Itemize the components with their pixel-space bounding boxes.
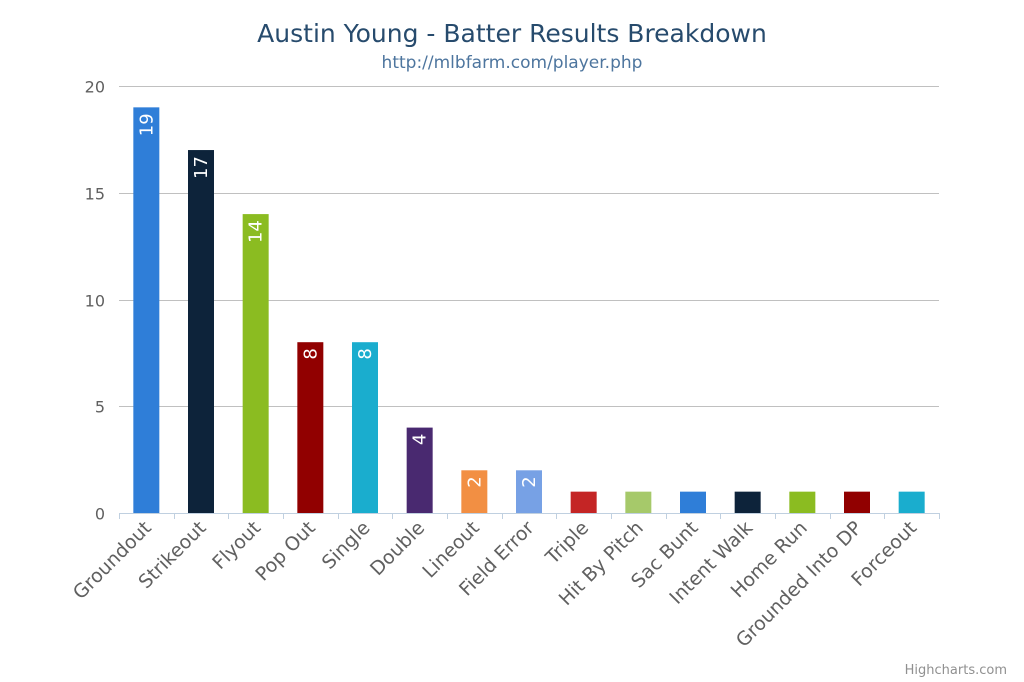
x-tick-label: Groundout xyxy=(69,517,156,604)
bar-series: 19 17 14 8 8 4 2 2 xyxy=(133,107,925,514)
bar[interactable] xyxy=(406,427,433,513)
x-tick-label: Pop Out xyxy=(251,517,320,586)
bar[interactable] xyxy=(680,491,706,513)
y-tick-label: 5 xyxy=(95,398,105,417)
bar[interactable] xyxy=(516,470,542,513)
data-label: 2 xyxy=(464,476,485,487)
bar[interactable] xyxy=(625,491,652,513)
bar[interactable] xyxy=(898,491,925,513)
y-tick-label: 20 xyxy=(85,78,105,97)
data-label: 8 xyxy=(300,348,321,359)
y-tick-label: 15 xyxy=(85,185,105,204)
bar[interactable] xyxy=(844,491,870,513)
bar[interactable] xyxy=(133,107,160,513)
y-gridlines xyxy=(119,86,939,407)
x-tick-label: Triple xyxy=(541,517,593,569)
data-label: 4 xyxy=(410,434,431,445)
bar[interactable] xyxy=(734,491,761,513)
bar[interactable] xyxy=(461,470,488,513)
data-label: 8 xyxy=(355,348,376,359)
bar[interactable] xyxy=(297,342,324,513)
chart-title: Austin Young - Batter Results Breakdown xyxy=(257,19,767,48)
bar[interactable] xyxy=(570,491,597,513)
y-axis: 0 5 10 15 20 xyxy=(85,78,105,524)
credits-link[interactable]: Highcharts.com xyxy=(905,663,1007,678)
chart-subtitle: http://mlbfarm.com/player.php xyxy=(382,53,643,73)
data-label: 2 xyxy=(519,476,540,487)
y-tick-label: 0 xyxy=(95,505,105,524)
bar[interactable] xyxy=(188,150,214,514)
data-label: 17 xyxy=(191,156,212,179)
x-tick-label: Double xyxy=(366,517,429,580)
bar[interactable] xyxy=(242,214,269,513)
bar[interactable] xyxy=(789,491,816,513)
y-tick-label: 10 xyxy=(85,292,105,311)
data-label: 19 xyxy=(136,113,157,136)
data-label: 14 xyxy=(246,220,267,243)
bar[interactable] xyxy=(352,342,378,513)
